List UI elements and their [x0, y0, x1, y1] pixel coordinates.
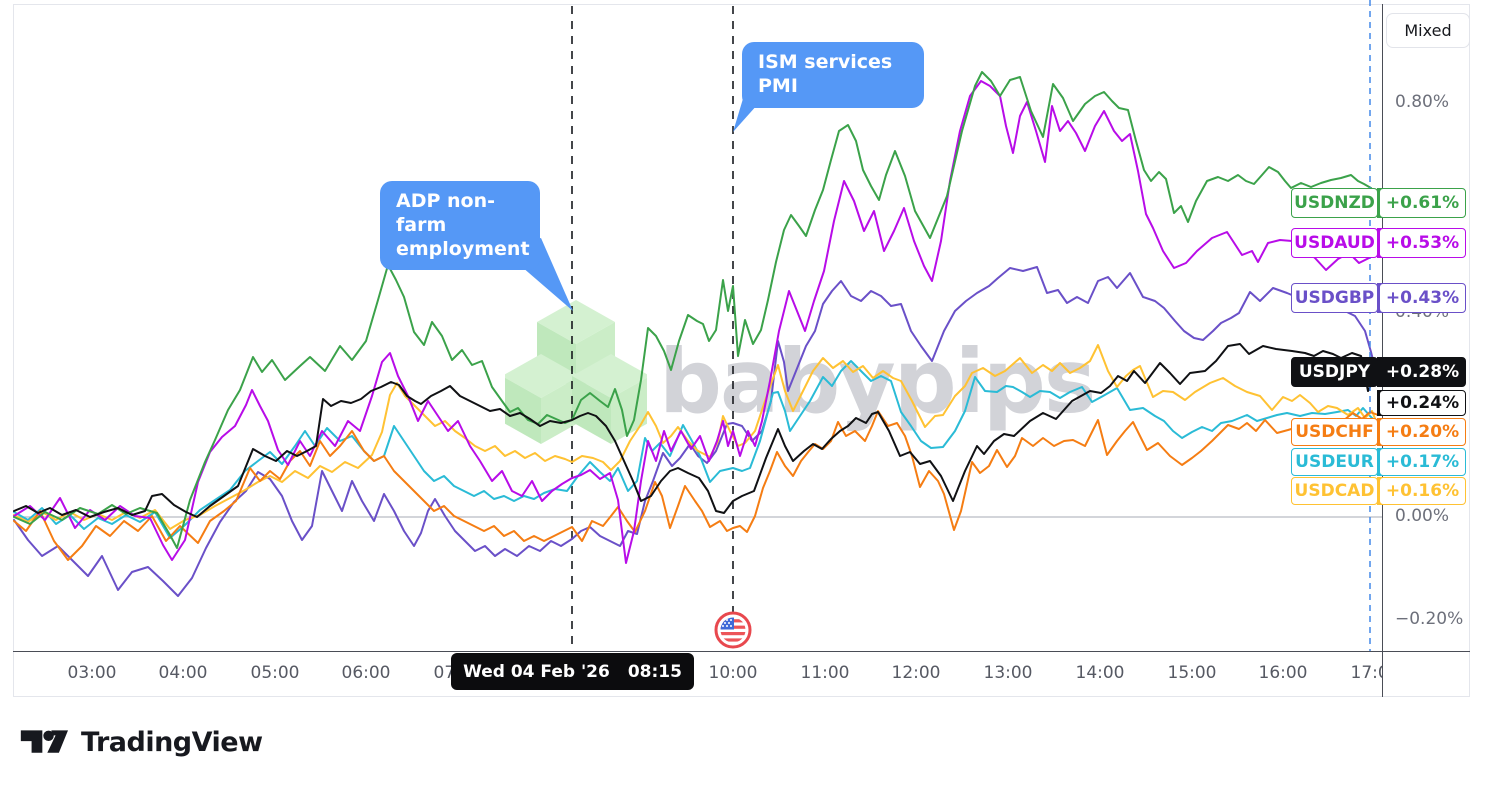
- adp-callout-tail: [500, 238, 573, 311]
- price-pill-usdeur-value: +0.17%: [1379, 448, 1466, 476]
- series-line-USDGBP[interactable]: [13, 266, 1379, 597]
- crosshair-price-label-value: +0.24%: [1379, 390, 1466, 416]
- price-pill-usdjpy[interactable]: USDJPY +0.28%: [0, 357, 1470, 387]
- price-pill-usdchf-value: +0.20%: [1379, 418, 1466, 446]
- time-tick-16:00: 16:00: [1258, 663, 1308, 683]
- date-tooltip: Wed 04 Feb '26 08:15: [451, 653, 694, 690]
- price-pill-usdcad-value: +0.16%: [1379, 477, 1466, 505]
- price-pill-usdgbp-value: +0.43%: [1379, 283, 1466, 313]
- price-pill-usdchf-symbol: USDCHF: [1291, 418, 1378, 446]
- price-pill-usdcad[interactable]: USDCAD +0.16%: [0, 477, 1470, 505]
- tradingview-wordmark: TradingView: [81, 726, 263, 758]
- time-tick-04:00: 04:00: [158, 663, 208, 683]
- time-tick-10:00: 10:00: [708, 663, 758, 683]
- price-pill-usdeur[interactable]: USDEUR +0.17%: [0, 448, 1470, 476]
- price-pill-usdgbp-symbol: USDGBP: [1291, 283, 1378, 313]
- price-pill-usdeur-symbol: USDEUR: [1291, 448, 1378, 476]
- tradingview-icon: [20, 730, 68, 753]
- time-tick-06:00: 06:00: [341, 663, 391, 683]
- tradingview-logo[interactable]: TradingView: [20, 725, 263, 759]
- price-pill-usdaud-symbol: USDAUD: [1291, 228, 1378, 258]
- tooltip-time: 08:15: [627, 661, 682, 682]
- time-tick-11:00: 11:00: [800, 663, 850, 683]
- tooltip-date: Wed 04 Feb '26: [463, 661, 610, 682]
- price-pill-usdchf[interactable]: USDCHF +0.20%: [0, 418, 1470, 446]
- price-pill-usdnzd-value: +0.61%: [1379, 188, 1466, 218]
- price-pill-usdjpy-value: +0.28%: [1379, 357, 1466, 387]
- frame-left: [13, 4, 14, 697]
- frame-right: [1469, 4, 1470, 697]
- frame-top: [13, 4, 1470, 5]
- series-line-USDCHF[interactable]: [13, 410, 1379, 561]
- adp-callout-line2: employment: [396, 237, 530, 260]
- price-pill-usdjpy-symbol: USDJPY: [1291, 357, 1378, 387]
- price-pill-usdaud[interactable]: USDAUD +0.53%: [0, 228, 1470, 258]
- price-axis-line[interactable]: [1382, 4, 1383, 697]
- time-tick-13:00: 13:00: [983, 663, 1033, 683]
- ism-callout-line1: ISM services PMI: [758, 51, 893, 97]
- crosshair-price-label[interactable]: +0.24%: [0, 390, 1470, 416]
- price-pill-usdnzd-symbol: USDNZD: [1291, 188, 1378, 218]
- us-flag-event-icon[interactable]: [714, 611, 752, 649]
- price-pill-usdcad-symbol: USDCAD: [1291, 477, 1378, 505]
- price-pill-usdnzd[interactable]: USDNZD +0.61%: [0, 188, 1470, 218]
- yaxis-label-0.80%: 0.80%: [1395, 92, 1450, 112]
- time-axis-line[interactable]: [13, 651, 1470, 652]
- series-line-USDJPY[interactable]: [13, 343, 1379, 518]
- price-pill-usdaud-value: +0.53%: [1379, 228, 1466, 258]
- mixed-status-badge[interactable]: Mixed: [1386, 13, 1470, 48]
- chart-plot-area[interactable]: [0, 0, 1382, 651]
- time-tick-03:00: 03:00: [67, 663, 117, 683]
- adp-callout-line1: ADP non-farm: [396, 190, 496, 236]
- yaxis-label-0.00%: 0.00%: [1395, 506, 1450, 526]
- time-tick-14:00: 14:00: [1075, 663, 1125, 683]
- series-line-USDCAD[interactable]: [13, 344, 1379, 530]
- frame-bottom: [13, 696, 1470, 697]
- ism-event-callout[interactable]: ISM services PMI: [742, 42, 924, 108]
- time-tick-15:00: 15:00: [1167, 663, 1217, 683]
- adp-event-callout[interactable]: ADP non-farm employment: [380, 181, 540, 271]
- series-line-USDEUR[interactable]: [13, 360, 1379, 539]
- price-pill-usdgbp[interactable]: USDGBP +0.43%: [0, 283, 1470, 313]
- yaxis-label-−0.20%: −0.20%: [1395, 609, 1464, 629]
- series-line-USDAUD[interactable]: [13, 80, 1379, 564]
- time-tick-05:00: 05:00: [250, 663, 300, 683]
- time-tick-17:00: 17:00: [1350, 663, 1383, 683]
- series-line-USDNZD[interactable]: [13, 71, 1379, 549]
- time-tick-12:00: 12:00: [891, 663, 941, 683]
